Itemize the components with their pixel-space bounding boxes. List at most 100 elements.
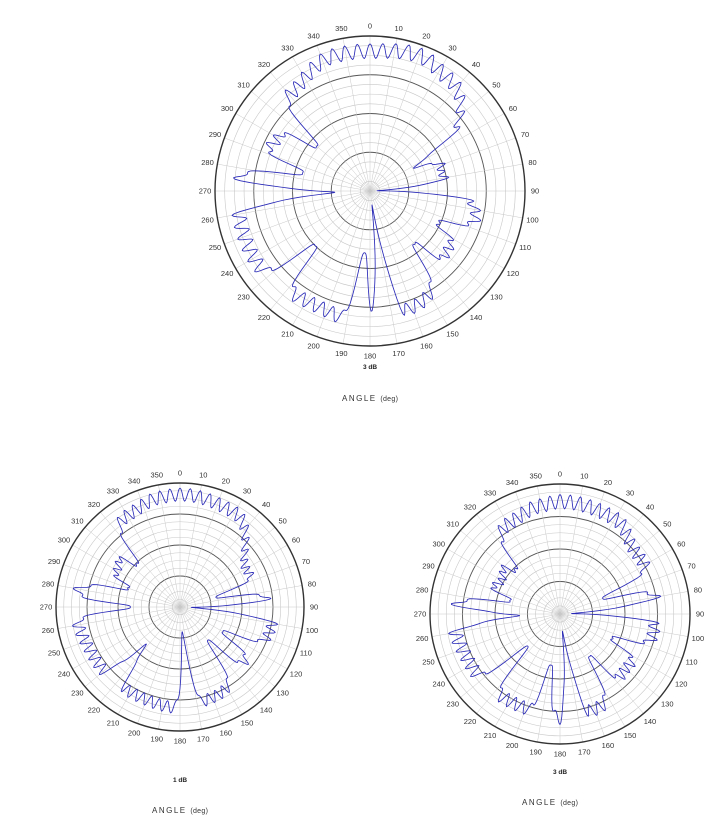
polar-chart-top: 0 10 20 30 40 50 60 70 80 90 100 110 120 130 140 150 160… [199, 22, 539, 371]
grid-spoke [369, 91, 489, 192]
grid-spoke [251, 91, 371, 192]
grid-spoke [537, 613, 561, 743]
grid-spoke [179, 511, 260, 608]
angle-tick-label: 140 [260, 705, 273, 714]
angle-tick-label: 330 [107, 487, 120, 496]
grid-spoke [179, 606, 260, 703]
angle-tick-label: 150 [446, 329, 459, 338]
angle-tick-label: 320 [258, 60, 271, 69]
angle-tick-label: 80 [308, 579, 316, 588]
x-axis-label-text: ANGLE [342, 394, 377, 403]
angle-tick-label: 240 [58, 670, 71, 679]
angle-tick-label: 100 [692, 634, 705, 643]
angle-tick-label: 210 [484, 731, 497, 740]
angle-tick-label: 290 [422, 562, 435, 571]
grid-spoke [476, 514, 561, 615]
angle-tick-label: 300 [221, 104, 234, 113]
grid-spoke [179, 606, 276, 687]
angle-tick-label: 30 [626, 488, 634, 497]
angle-tick-label: 90 [531, 187, 539, 196]
angle-tick-label: 310 [237, 81, 250, 90]
x-axis-label-text: ANGLE [152, 806, 187, 815]
grid-spoke [217, 190, 371, 219]
angle-tick-label: 250 [422, 657, 435, 666]
angle-tick-label: 30 [448, 44, 456, 53]
grid-spoke [179, 606, 297, 650]
db-annotation: 3 dB [363, 364, 377, 371]
angle-tick-label: 50 [663, 520, 671, 529]
angle-tick-label: 160 [602, 741, 615, 750]
outer-boundary [55, 482, 305, 732]
x-axis-unit: (deg) [560, 800, 579, 807]
grid-spoke [251, 190, 371, 291]
grid-spoke [559, 569, 683, 615]
x-axis-label: ANGLE (deg) [522, 798, 578, 807]
angle-tick-label: 10 [580, 472, 588, 481]
angle-tick-label: 110 [300, 648, 312, 657]
grid-spoke [100, 511, 181, 608]
angle-tick-label: 240 [433, 680, 446, 689]
angle-tick-label: 350 [529, 472, 542, 481]
grid-spoke [431, 591, 561, 615]
angle-tick-label: 170 [578, 747, 591, 756]
grid-spoke [369, 56, 448, 192]
angle-tick-label: 190 [335, 349, 348, 358]
angle-tick-label: 160 [220, 729, 233, 738]
angle-tick-label: 50 [492, 81, 500, 90]
angle-tick-label: 270 [40, 603, 53, 612]
db-annotation: 1 dB [173, 777, 187, 784]
angle-tick-label: 70 [687, 562, 695, 571]
grid-spoke [137, 606, 181, 724]
angle-tick-label: 270 [199, 187, 212, 196]
angle-tick-label: 300 [58, 536, 71, 545]
grid-spoke [292, 56, 371, 192]
grid-spoke [369, 190, 489, 291]
grid-spoke [559, 530, 660, 615]
angle-tick-label: 60 [509, 104, 517, 113]
angle-tick-label: 230 [71, 689, 84, 698]
angle-tick-label: 160 [420, 342, 433, 351]
grid-spoke [179, 606, 202, 730]
angle-tick-label: 340 [506, 478, 519, 487]
grid-spoke [292, 190, 371, 326]
grid-spoke [559, 613, 605, 737]
grid-spoke [559, 514, 644, 615]
grid-spoke [559, 613, 644, 714]
angle-tick-label: 120 [290, 670, 303, 679]
db-annotation: 3 dB [553, 769, 567, 776]
grid-spoke [179, 606, 303, 629]
grid-spoke [84, 527, 181, 608]
polar-grid [55, 482, 305, 732]
grid-spoke [537, 485, 561, 615]
grid-spoke [437, 613, 561, 659]
angle-tick-label: 190 [529, 747, 542, 756]
angle-tick-label: 250 [209, 243, 222, 252]
angle-tick-label: 140 [470, 313, 483, 322]
angle-tick-label: 300 [433, 540, 446, 549]
grid-spoke [84, 606, 181, 687]
grid-spoke [559, 613, 660, 698]
grid-spoke [179, 499, 243, 608]
grid-spoke [494, 501, 561, 615]
angle-tick-label: 70 [521, 130, 529, 139]
x-axis-label: ANGLE (deg) [152, 806, 208, 815]
angle-tick-label: 40 [646, 502, 654, 511]
grid-spoke [270, 72, 371, 192]
angle-tick-label: 340 [307, 32, 320, 41]
angle-tick-label: 310 [446, 520, 459, 529]
grid-spoke [369, 45, 424, 192]
angle-tick-label: 50 [278, 516, 286, 525]
angle-tick-label: 150 [241, 719, 254, 728]
grid-spoke [559, 591, 689, 615]
grid-spoke [447, 613, 561, 680]
grid-spoke [117, 499, 181, 608]
x-axis-unit: (deg) [190, 808, 209, 815]
grid-spoke [559, 613, 689, 637]
angle-tick-label: 290 [48, 557, 61, 566]
angle-tick-label: 240 [221, 269, 234, 278]
angle-tick-label: 20 [222, 477, 230, 486]
grid-spoke [316, 45, 371, 192]
angle-tick-label: 80 [528, 158, 536, 167]
grid-spoke [72, 544, 181, 608]
angle-tick-label: 110 [686, 657, 698, 666]
